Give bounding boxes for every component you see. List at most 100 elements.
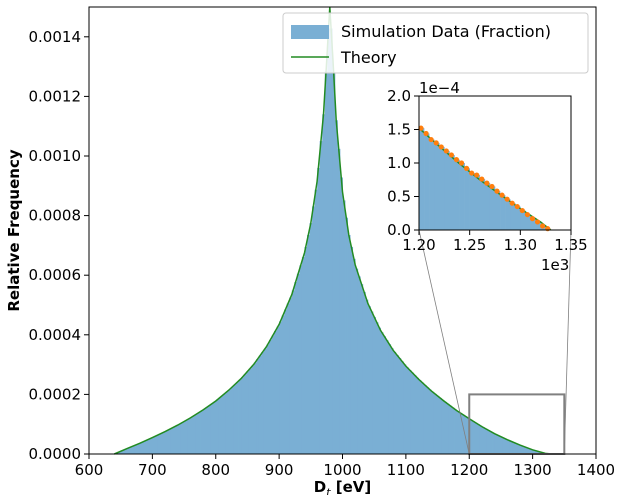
histogram-bar bbox=[225, 391, 229, 454]
inset-histogram-bar bbox=[495, 191, 501, 230]
inset-markers bbox=[418, 125, 551, 232]
histogram-bar bbox=[253, 362, 257, 454]
inset-y-offset-label: 1e−4 bbox=[419, 79, 460, 97]
histogram-bar bbox=[464, 416, 468, 454]
histogram-bar bbox=[289, 297, 293, 454]
histogram-bar bbox=[522, 446, 526, 454]
histogram-bar bbox=[187, 418, 191, 454]
histogram-bar bbox=[116, 452, 120, 454]
histogram-bar bbox=[519, 445, 523, 454]
histogram-bar bbox=[377, 327, 381, 454]
histogram-bar bbox=[474, 422, 478, 454]
inset-marker bbox=[448, 152, 454, 158]
histogram-bar bbox=[309, 223, 313, 454]
histogram-bar bbox=[494, 434, 498, 454]
histogram-bar bbox=[489, 431, 493, 454]
inset-marker bbox=[423, 130, 429, 137]
histogram-bar bbox=[152, 437, 156, 454]
histogram-bar bbox=[208, 405, 212, 454]
x-tick-label: 1100 bbox=[387, 461, 425, 479]
histogram-bar bbox=[459, 412, 463, 454]
histogram-bar bbox=[144, 440, 148, 454]
histogram-bar bbox=[481, 427, 485, 454]
histogram-bar bbox=[205, 407, 209, 454]
inset-histogram-bar bbox=[510, 203, 516, 230]
inset-marker bbox=[514, 203, 520, 210]
histogram-bar bbox=[410, 372, 414, 454]
inset-histogram-bar bbox=[520, 210, 526, 230]
histogram-bar bbox=[527, 448, 531, 454]
histogram-bar bbox=[180, 422, 184, 454]
histogram-bar bbox=[479, 425, 483, 454]
inset-marker bbox=[458, 160, 465, 166]
histogram-bar bbox=[218, 397, 222, 454]
histogram-bar bbox=[375, 322, 379, 454]
histogram-bar bbox=[139, 442, 143, 454]
y-axis-ticks: 0.0000 0.0002 0.0004 0.0006 0.0008 0.0010 0.00… bbox=[29, 28, 89, 463]
inset-marker bbox=[540, 223, 546, 229]
histogram-bar bbox=[433, 393, 437, 454]
histogram-bar bbox=[329, 28, 333, 455]
histogram-bar bbox=[223, 393, 227, 454]
histogram-bar bbox=[167, 429, 171, 454]
inset-marker bbox=[428, 136, 434, 143]
histogram-bar bbox=[203, 409, 207, 454]
histogram-bar bbox=[385, 340, 389, 454]
histogram-bar bbox=[332, 72, 336, 454]
inset-histogram-bar bbox=[525, 214, 531, 230]
histogram-bar bbox=[314, 189, 318, 454]
histogram-bar bbox=[198, 412, 201, 454]
histogram-bar bbox=[476, 424, 480, 454]
y-tick-label: 0.0000 bbox=[29, 445, 82, 463]
inset-marker bbox=[484, 180, 490, 186]
histogram-bar bbox=[261, 351, 265, 454]
inset-histogram-bar bbox=[474, 175, 481, 230]
histogram-bar bbox=[408, 370, 412, 454]
inset-histogram-bar bbox=[464, 168, 470, 230]
histogram-bar bbox=[137, 443, 141, 454]
histogram-bar bbox=[362, 291, 366, 454]
inset-marker bbox=[443, 148, 449, 154]
histogram-bar bbox=[436, 395, 440, 454]
inset-marker bbox=[479, 176, 485, 182]
histogram-bar bbox=[274, 331, 277, 454]
histogram-bar bbox=[423, 385, 427, 454]
histogram-bar bbox=[149, 438, 153, 454]
inset-marker bbox=[509, 200, 515, 206]
histogram-bar bbox=[294, 282, 298, 454]
histogram-bar bbox=[124, 449, 128, 454]
x-axis-ticks: 600 700 800 900 1000 1100 1200 1300 1400 bbox=[75, 454, 615, 479]
inset-marker bbox=[534, 219, 541, 225]
inset-marker bbox=[418, 125, 424, 131]
histogram-bar bbox=[388, 344, 392, 454]
histogram-bar bbox=[327, 28, 331, 455]
histogram-bar bbox=[119, 451, 123, 454]
histogram-bar bbox=[446, 403, 450, 454]
histogram-bar bbox=[279, 321, 283, 454]
inset-histogram-bar bbox=[444, 150, 450, 230]
histogram-bar bbox=[172, 427, 176, 454]
histogram-bar bbox=[486, 430, 490, 454]
histogram-bar bbox=[413, 375, 417, 454]
y-tick-label: 0.0014 bbox=[29, 28, 82, 46]
histogram-bar bbox=[347, 234, 351, 454]
histogram-bar bbox=[395, 355, 399, 454]
y-axis-label: Relative Frequency bbox=[5, 149, 23, 311]
histogram-bar bbox=[466, 418, 470, 454]
histogram-bar bbox=[286, 303, 290, 454]
inset-marker bbox=[464, 165, 470, 171]
inset-histogram-bar bbox=[535, 221, 541, 230]
histogram-bar bbox=[372, 316, 376, 454]
x-tick-label: 1300 bbox=[514, 461, 552, 479]
histogram-bar bbox=[530, 449, 534, 454]
y-tick-label: 0.0008 bbox=[29, 207, 82, 225]
inset-marker bbox=[524, 211, 531, 218]
histogram-bar bbox=[284, 309, 288, 454]
histogram-bar bbox=[129, 447, 133, 454]
inset-histogram-bar bbox=[500, 195, 506, 230]
histogram-bar bbox=[248, 368, 252, 454]
histogram-bar bbox=[438, 397, 442, 454]
histogram-bar bbox=[418, 380, 422, 454]
inset-histogram-bar bbox=[434, 142, 440, 230]
